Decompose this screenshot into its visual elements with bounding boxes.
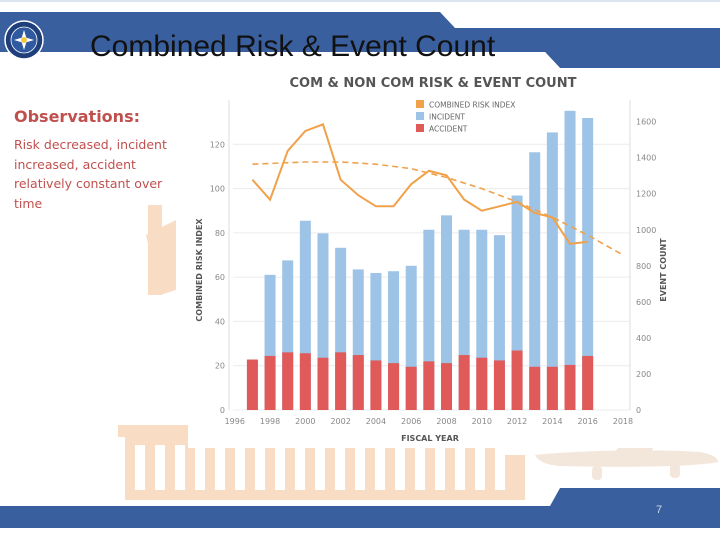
accident-bar bbox=[388, 363, 400, 410]
x-tick-label: 2018 bbox=[613, 417, 633, 426]
chart-title: COM & NON COM RISK & EVENT COUNT bbox=[290, 76, 577, 91]
y-left-tick-label: 100 bbox=[210, 185, 225, 194]
y-axis-right-label: EVENT COUNT bbox=[659, 238, 668, 302]
x-tick-label: 2010 bbox=[472, 417, 492, 426]
x-tick-label: 2004 bbox=[366, 417, 386, 426]
incident-bar bbox=[370, 273, 382, 410]
legend-swatch bbox=[416, 124, 424, 132]
y-right-tick-label: 600 bbox=[636, 298, 651, 307]
legend-label: COMBINED RISK INDEX bbox=[429, 101, 515, 110]
risk-trend-line bbox=[252, 161, 624, 256]
y-right-tick-label: 1400 bbox=[636, 154, 656, 163]
x-tick-label: 2016 bbox=[577, 417, 597, 426]
accident-bar bbox=[511, 350, 523, 410]
incident-bar bbox=[388, 271, 400, 410]
y-left-tick-label: 60 bbox=[215, 273, 225, 282]
y-right-tick-label: 1200 bbox=[636, 190, 656, 199]
incident-bar bbox=[440, 215, 452, 410]
incident-bar bbox=[564, 110, 576, 410]
y-right-tick-label: 200 bbox=[636, 370, 651, 379]
incident-bar bbox=[352, 269, 364, 410]
y-right-tick-label: 400 bbox=[636, 334, 651, 343]
accident-bar bbox=[564, 364, 576, 410]
y-right-tick-label: 1000 bbox=[636, 226, 656, 235]
x-tick-label: 1998 bbox=[260, 417, 280, 426]
risk-index-line bbox=[251, 123, 588, 245]
y-left-tick-label: 80 bbox=[215, 229, 225, 238]
risk-event-chart: COM & NON COM RISK & EVENT COUNT 0 20 40 60… bbox=[188, 70, 680, 448]
accident-bar bbox=[546, 366, 558, 410]
y-axis-left-label: COMBINED RISK INDEX bbox=[195, 218, 204, 322]
incident-bar bbox=[282, 260, 294, 410]
incident-bar bbox=[405, 265, 417, 410]
y-left-tick-label: 0 bbox=[220, 406, 225, 415]
footer-band bbox=[0, 488, 720, 540]
accident-bar bbox=[246, 359, 258, 410]
y-right-tick-label: 0 bbox=[636, 406, 641, 415]
legend-swatch bbox=[416, 112, 424, 120]
incident-bar bbox=[458, 229, 470, 410]
x-axis-label: FISCAL YEAR bbox=[401, 434, 459, 443]
x-tick-label: 2008 bbox=[436, 417, 456, 426]
accident-bar bbox=[493, 360, 505, 410]
x-tick-label: 2000 bbox=[295, 417, 315, 426]
incident-bar bbox=[423, 229, 435, 410]
legend-label: INCIDENT bbox=[429, 113, 465, 122]
accident-bar bbox=[458, 355, 470, 410]
incident-bar bbox=[317, 233, 329, 410]
accident-bar bbox=[352, 355, 364, 410]
accident-bar bbox=[476, 357, 488, 410]
y-left-tick-label: 40 bbox=[215, 317, 225, 326]
page-number: 7 bbox=[656, 504, 663, 516]
x-tick-label: 2012 bbox=[507, 417, 527, 426]
accident-bar bbox=[317, 357, 329, 410]
incident-bar bbox=[529, 152, 541, 410]
x-tick-label: 1996 bbox=[225, 417, 245, 426]
accident-bar bbox=[529, 366, 541, 410]
accident-bar bbox=[299, 353, 311, 410]
accident-bar bbox=[405, 366, 417, 410]
observations-heading: Observations: bbox=[14, 107, 140, 126]
header-band bbox=[0, 0, 720, 68]
accident-bar bbox=[335, 352, 347, 410]
x-tick-label: 2014 bbox=[542, 417, 562, 426]
x-tick-label: 2006 bbox=[401, 417, 421, 426]
slide-title: Combined Risk & Event Count bbox=[90, 30, 496, 63]
accident-bar bbox=[282, 352, 294, 410]
accident-bar bbox=[582, 355, 594, 410]
y-right-tick-label: 800 bbox=[636, 262, 651, 271]
observations-text: Risk decreased, incident increased, acci… bbox=[14, 137, 167, 211]
incident-bar bbox=[335, 247, 347, 410]
incident-bar bbox=[299, 220, 311, 410]
y-left-tick-label: 20 bbox=[215, 362, 225, 371]
incident-bar bbox=[493, 235, 505, 410]
x-tick-label: 2002 bbox=[330, 417, 350, 426]
y-right-tick-label: 1600 bbox=[636, 118, 656, 127]
incident-bar bbox=[546, 132, 558, 410]
legend-label: ACCIDENT bbox=[429, 125, 468, 134]
accident-bar bbox=[423, 361, 435, 410]
accident-bar bbox=[264, 355, 276, 410]
incident-bar bbox=[264, 274, 276, 410]
accident-bar bbox=[370, 360, 382, 410]
accident-bar bbox=[440, 363, 452, 410]
incident-bar bbox=[511, 195, 523, 410]
incident-bar bbox=[582, 118, 594, 410]
faa-seal-logo bbox=[4, 20, 44, 60]
incident-bar bbox=[476, 229, 488, 410]
y-left-tick-label: 120 bbox=[210, 140, 225, 149]
legend-swatch bbox=[416, 100, 424, 108]
